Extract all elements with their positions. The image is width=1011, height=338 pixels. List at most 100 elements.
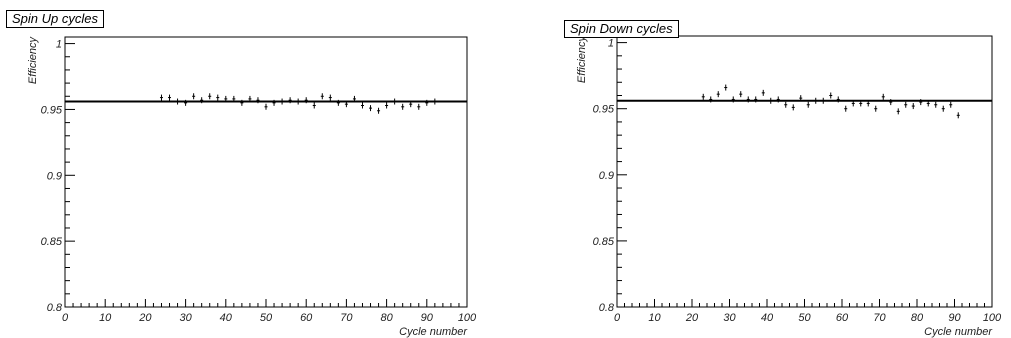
data-point: [328, 94, 332, 101]
y-axis-label: Efficiency: [576, 35, 588, 84]
data-point: [272, 99, 276, 106]
data-point: [739, 91, 743, 98]
x-tick-label: 80: [380, 312, 393, 324]
data-point: [784, 101, 788, 108]
x-tick-label: 30: [179, 312, 192, 324]
data-point: [352, 95, 356, 102]
data-point: [874, 105, 878, 112]
chart-panel-spin-down: 0 10 20 30 40 50 60 70 80 90 100 0.8 0.85 0.9 0.95 1 Cyc…: [555, 0, 1011, 338]
data-point: [866, 100, 870, 107]
data-point: [956, 112, 960, 119]
data-point: [401, 103, 405, 110]
data-point: [941, 105, 945, 112]
x-tick-label: 100: [458, 312, 477, 324]
data-point: [433, 98, 437, 105]
data-point: [731, 96, 735, 103]
x-tick-label: 80: [911, 312, 924, 324]
x-axis-label: Cycle number: [924, 326, 993, 338]
x-tick-label: 60: [300, 312, 313, 324]
x-tick-label: 0: [614, 312, 621, 324]
data-point: [934, 101, 938, 108]
data-point: [208, 93, 212, 100]
x-tick-label: 20: [685, 312, 699, 324]
data-point: [344, 101, 348, 108]
chart-title: Spin Up cycles: [6, 10, 104, 28]
y-tick-label: 1: [56, 39, 62, 51]
data-point: [168, 94, 172, 101]
data-point: [409, 101, 413, 108]
y-tick-label: 0.85: [593, 236, 615, 248]
y-tick-label: 0.95: [41, 104, 63, 116]
data-point: [724, 84, 728, 91]
data-point: [360, 102, 364, 109]
chart-panel-spin-up: 0 10 20 30 40 50 60 70 80 90 100 0.8 0.85 0.9 0.95 1 Cyc…: [0, 0, 480, 338]
data-point: [425, 99, 429, 106]
x-tick-label: 20: [138, 312, 152, 324]
data-point: [709, 96, 713, 103]
data-point: [716, 91, 720, 98]
data-point: [304, 97, 308, 104]
y-axis-label: Efficiency: [27, 36, 39, 85]
data-point: [806, 101, 810, 108]
data-point: [296, 98, 300, 105]
data-point: [844, 105, 848, 112]
x-axis-label: Cycle number: [399, 326, 468, 338]
data-point: [896, 108, 900, 115]
data-point: [851, 100, 855, 107]
x-tick-label: 50: [798, 312, 811, 324]
data-point: [159, 94, 163, 101]
data-point: [417, 103, 421, 110]
chart-svg-spin-down: 0 10 20 30 40 50 60 70 80 90 100 0.8 0.85 0.9 0.95 1 Cyc…: [576, 35, 1002, 338]
data-point: [911, 103, 915, 110]
data-point: [889, 99, 893, 106]
data-point: [240, 99, 244, 106]
data-point: [200, 97, 204, 104]
data-point: [264, 103, 268, 110]
y-tick-label: 0.9: [599, 170, 614, 182]
data-point: [248, 95, 252, 102]
y-tick-label: 1: [608, 38, 614, 50]
chart-title: Spin Down cycles: [564, 20, 679, 38]
y-tick-label: 0.8: [47, 302, 63, 314]
y-tick-label: 0.95: [593, 104, 615, 116]
data-point: [377, 107, 381, 114]
x-tick-label: 40: [761, 312, 774, 324]
data-point: [369, 105, 373, 112]
data-point: [949, 101, 953, 108]
data-point: [312, 102, 316, 109]
data-point: [799, 95, 803, 102]
data-point: [336, 99, 340, 106]
y-tick-label: 0.9: [47, 170, 62, 182]
plot-frame: [616, 35, 993, 308]
data-point: [224, 95, 228, 102]
plot-frame: [64, 36, 468, 308]
data-point: [320, 93, 324, 100]
data-point: [791, 104, 795, 111]
data-point: [176, 98, 180, 105]
x-tick-label: 10: [648, 312, 661, 324]
x-tick-label: 50: [260, 312, 273, 324]
data-point: [776, 96, 780, 103]
data-point: [746, 96, 750, 103]
x-tick-label: 70: [340, 312, 353, 324]
data-point: [926, 100, 930, 107]
data-point: [904, 101, 908, 108]
y-tick-label: 0.85: [41, 236, 63, 248]
data-point: [919, 99, 923, 106]
x-tick-label: 40: [220, 312, 233, 324]
data-point: [216, 94, 220, 101]
x-tick-label: 60: [836, 312, 849, 324]
x-tick-label: 70: [873, 312, 886, 324]
data-point: [829, 92, 833, 99]
data-point: [256, 97, 260, 104]
data-point: [288, 97, 292, 104]
data-point: [754, 96, 758, 103]
data-point: [280, 98, 284, 105]
data-point: [701, 93, 705, 100]
data-point: [385, 102, 389, 109]
x-tick-label: 90: [421, 312, 434, 324]
data-point: [192, 93, 196, 100]
data-point: [821, 97, 825, 104]
x-tick-label: 100: [983, 312, 1002, 324]
data-point: [859, 100, 863, 107]
